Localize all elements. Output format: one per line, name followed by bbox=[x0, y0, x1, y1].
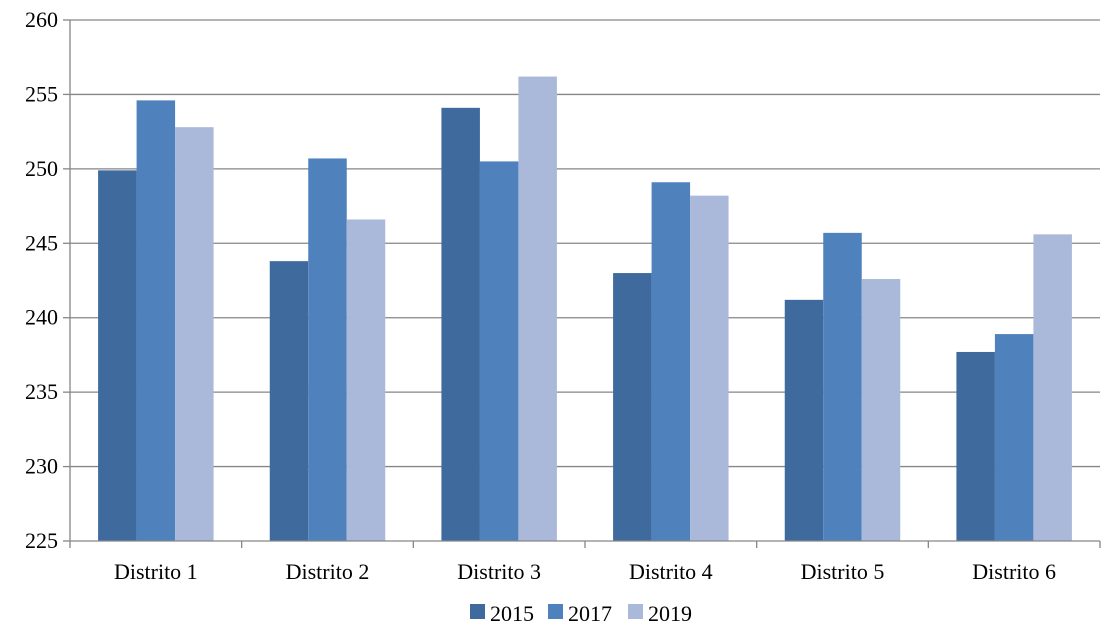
bar-2017-distrito-3 bbox=[479, 161, 519, 541]
x-tick-label: Distrito 3 bbox=[457, 559, 541, 584]
axes bbox=[63, 19, 1101, 548]
bar-2017-distrito-4 bbox=[651, 182, 691, 542]
bar-2019-distrito-1 bbox=[175, 127, 214, 542]
bar-2019-distrito-2 bbox=[346, 219, 386, 541]
y-tick-label: 260 bbox=[25, 7, 58, 32]
y-tick-label: 245 bbox=[25, 230, 58, 255]
legend-label-2017: 2017 bbox=[568, 601, 612, 626]
bar-2015-distrito-6 bbox=[956, 351, 995, 541]
bar-2019-distrito-3 bbox=[518, 76, 557, 542]
y-tick-label: 235 bbox=[25, 379, 58, 404]
x-tick-label: Distrito 5 bbox=[801, 559, 885, 584]
bar-2015-distrito-5 bbox=[784, 299, 824, 541]
bar-2017-distrito-2 bbox=[308, 158, 347, 542]
bar-2015-distrito-1 bbox=[98, 170, 137, 542]
bar-2015-distrito-2 bbox=[269, 261, 309, 541]
x-tick-label: Distrito 6 bbox=[972, 559, 1056, 584]
legend-swatch-2019 bbox=[628, 604, 643, 619]
bars bbox=[98, 76, 1072, 542]
legend: 2015 2017 2019 bbox=[470, 601, 692, 626]
bar-2019-distrito-6 bbox=[1033, 234, 1072, 541]
legend-swatch-2017 bbox=[548, 604, 563, 619]
bar-2019-distrito-4 bbox=[690, 195, 729, 541]
legend-label-2015: 2015 bbox=[490, 601, 534, 626]
y-tick-labels: 225 230 235 240 245 250 255 260 bbox=[25, 7, 58, 553]
bar-2015-distrito-3 bbox=[441, 107, 480, 541]
gridlines bbox=[70, 19, 1100, 468]
y-tick-label: 225 bbox=[25, 528, 58, 553]
legend-label-2019: 2019 bbox=[648, 601, 692, 626]
x-tick-label: Distrito 1 bbox=[114, 559, 198, 584]
legend-swatch-2015 bbox=[470, 604, 485, 619]
bar-2015-distrito-4 bbox=[613, 273, 652, 541]
y-tick-label: 240 bbox=[25, 305, 58, 330]
bar-2017-distrito-1 bbox=[136, 100, 176, 541]
x-tick-label: Distrito 2 bbox=[286, 559, 370, 584]
bar-2019-distrito-5 bbox=[861, 279, 901, 541]
x-tick-labels: Distrito 1 Distrito 2 Distrito 3 Distrito 4… bbox=[114, 559, 1056, 584]
bar-2017-distrito-5 bbox=[823, 232, 862, 541]
y-tick-label: 255 bbox=[25, 81, 58, 106]
bar-2017-distrito-6 bbox=[994, 334, 1034, 541]
x-tick-label: Distrito 4 bbox=[629, 559, 713, 584]
y-tick-label: 250 bbox=[25, 156, 58, 181]
y-tick-label: 230 bbox=[25, 454, 58, 479]
